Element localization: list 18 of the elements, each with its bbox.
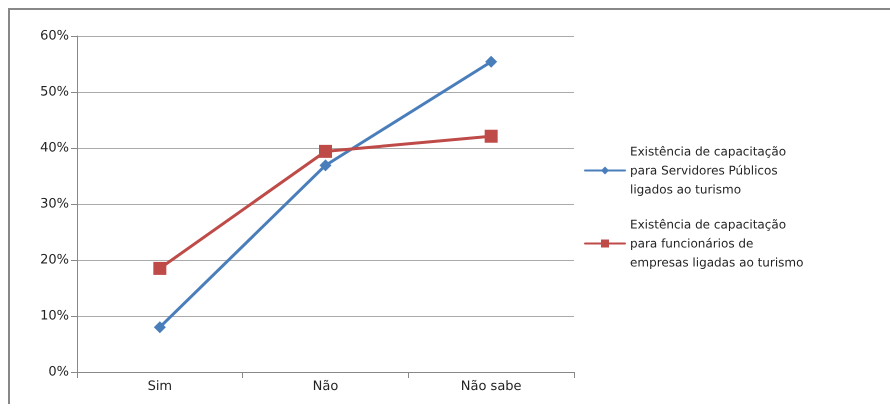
y-tick-label: 60% — [40, 28, 69, 44]
point — [319, 144, 332, 158]
legend-label: Existência de capacitação para Servidores Públicos ligados ao turismo — [630, 144, 790, 196]
x-tick-label: Sim — [148, 379, 172, 394]
y-tick-label: 0% — [48, 364, 69, 380]
legend-label: Existência de capacitação para funcionários de empresas ligadas ao turismo — [630, 218, 804, 270]
y-tick-label: 20% — [40, 252, 69, 268]
y-tick-label: 50% — [40, 84, 69, 100]
x-tick-label: Não — [312, 379, 338, 394]
point — [484, 130, 498, 143]
point — [320, 159, 332, 172]
x-tick-label: Não sabe — [460, 379, 522, 394]
y-tick-label: 10% — [40, 308, 69, 324]
point — [153, 262, 166, 275]
y-tick-label: 30% — [40, 196, 69, 212]
point — [154, 321, 166, 334]
y-tick-label: 40% — [40, 140, 69, 156]
point — [485, 56, 498, 68]
